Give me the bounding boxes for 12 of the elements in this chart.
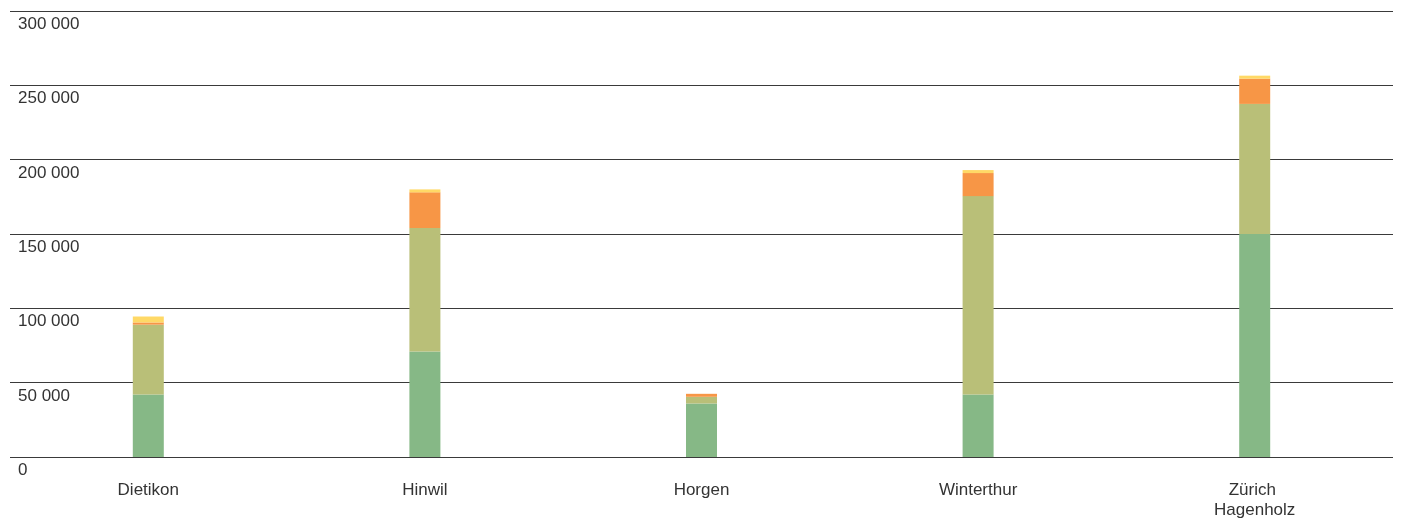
x-tick-label: Horgen	[673, 479, 730, 499]
y-tick-label: 0	[18, 460, 28, 479]
y-tick-label: 50 000	[18, 385, 70, 405]
y-tick-label: 250 000	[18, 88, 80, 108]
x-tick-label: Zürich Hagenholz	[1214, 479, 1296, 519]
y-tick-label: 100 000	[18, 311, 80, 331]
y-tick-label: 150 000	[18, 237, 80, 256]
x-tick-label: Dietikon	[117, 479, 180, 499]
y-tick-label: 200 000	[18, 162, 80, 182]
y-tick-label: 300 000	[18, 14, 80, 33]
x-tick-label: Hinwil	[402, 479, 448, 499]
x-tick-label: Winterthur	[938, 479, 1018, 499]
